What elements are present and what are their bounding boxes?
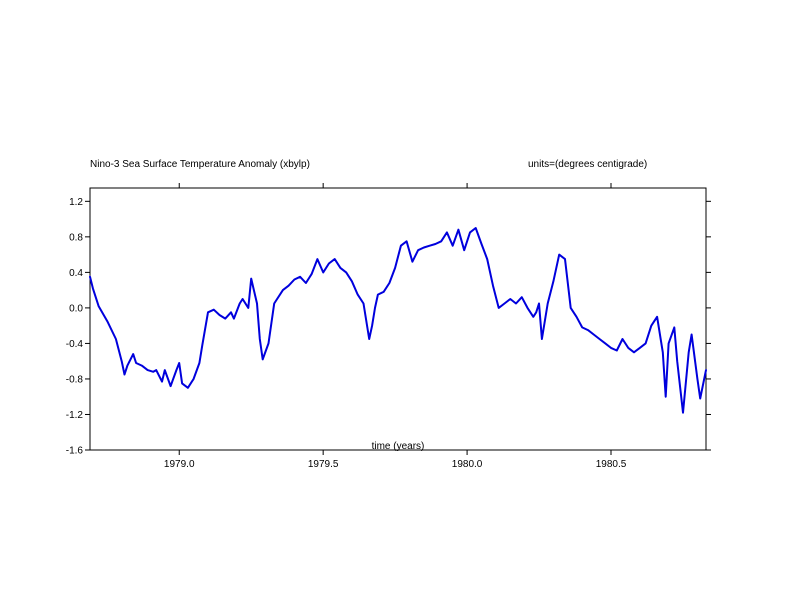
x-tick-label: 1980.5 [596,459,627,470]
y-tick-label: -0.8 [66,374,84,385]
x-tick-label: 1980.0 [452,459,483,470]
plot-frame [89,187,707,451]
y-tick-label: -1.2 [66,410,84,421]
y-tick-label: -1.6 [66,446,84,457]
y-tick-label: 0.8 [69,232,83,243]
axis-tick-labels: 1.2 0.8 0.4 0.0 -0.4 -0.8 -1.2 -1.6 1979.0 1979.5… [66,197,627,470]
series-line [89,227,707,414]
y-tick-label: 0.4 [69,268,83,279]
y-tick-label: 0.0 [69,303,83,314]
chart-title: Nino-3 Sea Surface Temperature Anomaly (… [90,159,310,170]
axis-ticks [85,183,711,455]
x-tick-label: 1979.5 [308,459,339,470]
x-axis-label: time (years) [372,441,425,452]
x-tick-label: 1979.0 [164,459,195,470]
units-label: units=(degrees centigrade) [528,159,647,170]
y-tick-label: -0.4 [66,339,84,350]
y-tick-label: 1.2 [69,197,83,208]
